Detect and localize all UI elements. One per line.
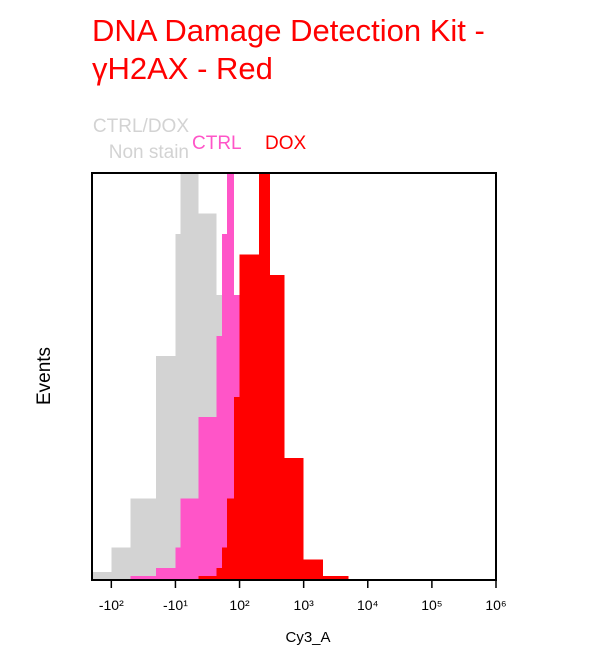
x-tick-label: -10² (99, 597, 124, 613)
chart-title: DNA Damage Detection Kit - γH2AX - Red (92, 13, 485, 86)
y-axis-label: Events (34, 347, 55, 405)
histogram-bar (130, 498, 157, 580)
legend-entry: CTRL/DOX Non stain (92, 116, 189, 163)
histogram-bar (221, 234, 228, 581)
x-tick-label: 10² (229, 597, 250, 613)
histogram-bar (227, 173, 235, 580)
x-tick-label: 10⁶ (485, 597, 506, 613)
histogram-bar (322, 575, 349, 580)
x-tick-label: -10¹ (163, 597, 188, 613)
histogram-bar (216, 335, 222, 580)
histogram-bar (270, 274, 285, 580)
histogram-bar (175, 234, 181, 581)
histogram-bar (216, 567, 222, 580)
histogram-bar (180, 173, 199, 580)
histogram-bar (92, 571, 112, 580)
histogram-bar (198, 575, 217, 580)
histogram-bar (156, 567, 176, 580)
histogram-bar (221, 547, 228, 580)
plot-area (92, 173, 349, 581)
histogram-bar (130, 575, 157, 580)
x-tick-label: 10⁴ (357, 597, 379, 613)
legend-entry: DOX (265, 133, 307, 154)
histogram-bar (198, 417, 217, 580)
plot-frame (91, 172, 497, 581)
x-axis-label: Cy3_A (285, 629, 330, 646)
x-tick-label: 10³ (294, 597, 315, 613)
histogram-bar (227, 498, 235, 580)
histogram-bar (156, 356, 176, 580)
histogram-bar (239, 254, 259, 580)
histogram-bar (111, 547, 131, 580)
legend-entry: CTRL (192, 133, 242, 154)
histogram-bar (258, 173, 271, 580)
histogram-bar (303, 559, 323, 580)
x-tick-label: 10⁵ (421, 597, 442, 613)
histogram-bar (175, 547, 181, 580)
histogram-bar (180, 498, 199, 580)
histogram-bar (234, 396, 240, 580)
histogram-bar (284, 457, 304, 580)
